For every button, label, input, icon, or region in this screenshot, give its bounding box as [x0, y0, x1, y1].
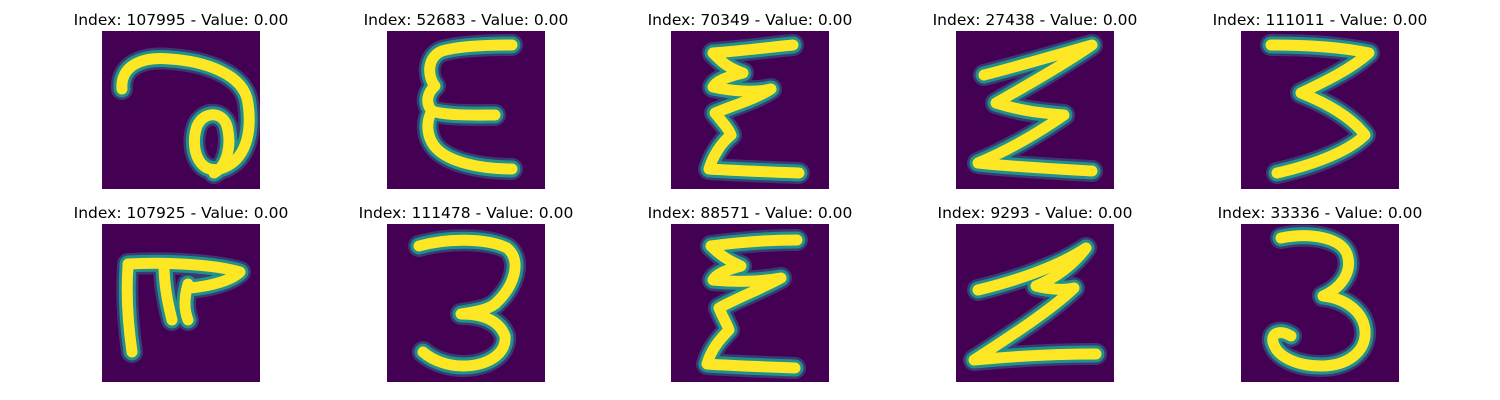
- panel-title: Index: 52683 - Value: 0.00: [363, 11, 569, 29]
- panel-title: Index: 27438 - Value: 0.00: [932, 11, 1138, 29]
- panel-1: Index: 107995 - Value: 0.00: [74, 10, 288, 202]
- panel-3: Index: 70349 - Value: 0.00: [648, 10, 852, 202]
- panel-4: Index: 27438 - Value: 0.00: [933, 10, 1137, 202]
- glyph-image: [102, 224, 260, 382]
- glyph-image: [387, 31, 545, 189]
- glyph-image: [956, 31, 1114, 189]
- glyph-image: [956, 224, 1114, 382]
- glyph-image: [102, 31, 260, 189]
- panel-title: Index: 111478 - Value: 0.00: [358, 204, 574, 222]
- panel-title: Index: 107995 - Value: 0.00: [73, 11, 289, 29]
- glyph-image: [387, 224, 545, 382]
- panel-title: Index: 9293 - Value: 0.00: [937, 204, 1133, 222]
- glyph-image: [1241, 224, 1399, 382]
- panel-8: Index: 88571 - Value: 0.00: [648, 203, 852, 395]
- glyph-image: [671, 31, 829, 189]
- panel-title: Index: 107925 - Value: 0.00: [73, 204, 289, 222]
- panel-title: Index: 70349 - Value: 0.00: [647, 11, 853, 29]
- glyph-image: [671, 224, 829, 382]
- panel-title: Index: 88571 - Value: 0.00: [647, 204, 853, 222]
- panel-2: Index: 52683 - Value: 0.00: [364, 10, 568, 202]
- panel-7: Index: 111478 - Value: 0.00: [359, 203, 573, 395]
- panel-title: Index: 33336 - Value: 0.00: [1217, 204, 1423, 222]
- panel-6: Index: 107925 - Value: 0.00: [74, 203, 288, 395]
- glyph-image: [1241, 31, 1399, 189]
- panel-title: Index: 111011 - Value: 0.00: [1212, 11, 1428, 29]
- panel-5: Index: 111011 - Value: 0.00: [1213, 10, 1427, 202]
- panel-10: Index: 33336 - Value: 0.00: [1218, 203, 1422, 395]
- panel-9: Index: 9293 - Value: 0.00: [938, 203, 1132, 395]
